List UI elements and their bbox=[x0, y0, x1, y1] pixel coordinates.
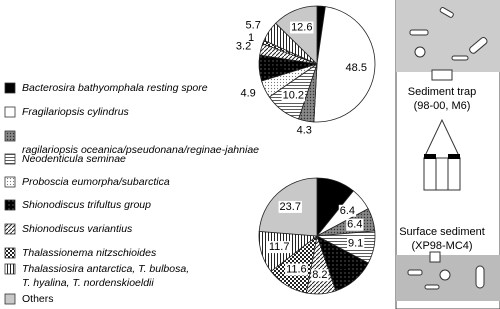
data-label: 12 bbox=[337, 260, 349, 272]
legend-label: Fragilariopsis cylindrus bbox=[22, 106, 130, 118]
data-label: 11.7 bbox=[269, 241, 290, 253]
label-bg bbox=[278, 200, 302, 213]
legend-swatch bbox=[4, 199, 16, 211]
data-label: 6.4 bbox=[347, 219, 362, 231]
legend-label: Proboscia eumorpha/subarctica bbox=[22, 176, 170, 188]
pie-slice bbox=[275, 5, 318, 65]
annotation: (98-00, M6) bbox=[414, 100, 471, 112]
legend-label: Shionodiscus trifultus group bbox=[22, 199, 151, 211]
data-label: 9.1 bbox=[348, 238, 363, 250]
label-bg bbox=[347, 237, 365, 250]
label-bg bbox=[311, 269, 329, 282]
label-bg bbox=[281, 89, 306, 102]
data-label: 6.4 bbox=[340, 205, 355, 217]
site-diagram: Sediment trap (98-00, M6) Surface sedime… bbox=[395, 0, 500, 309]
label-bg bbox=[290, 21, 314, 34]
annotation: Surface sediment bbox=[399, 226, 485, 238]
legend-label: Thalassionema nitzschioides bbox=[22, 247, 157, 259]
data-label: 11.6 bbox=[286, 264, 307, 276]
data-label: 48.5 bbox=[346, 62, 367, 74]
annotation: (XP98-MC4) bbox=[411, 240, 472, 252]
data-label: 4.3 bbox=[297, 125, 312, 137]
data-label: 4.9 bbox=[241, 88, 256, 100]
label-bg bbox=[346, 218, 364, 231]
data-label: 2.3 bbox=[314, 0, 329, 2]
legend-swatch bbox=[4, 223, 16, 235]
data-label: 8.2 bbox=[312, 269, 327, 281]
legend-label: Bacterosira bathyomphala resting spore bbox=[22, 82, 208, 94]
data-label: 3.2 bbox=[236, 41, 251, 53]
label-bg bbox=[285, 263, 308, 276]
legend-swatch bbox=[4, 153, 16, 165]
legend-label: Shionodiscus variantius bbox=[22, 223, 133, 235]
data-label: 7.2 bbox=[270, 61, 285, 73]
legend-swatch bbox=[4, 82, 16, 94]
legend-label: Others bbox=[22, 293, 54, 305]
data-label: 10.2 bbox=[283, 89, 304, 101]
label-bg bbox=[344, 61, 368, 74]
label-bg bbox=[338, 204, 357, 217]
legend-label: ragilariopsis oceanica/pseudonana/regina… bbox=[22, 144, 259, 156]
legend-swatch bbox=[4, 176, 16, 188]
annotation: Sediment trap bbox=[408, 86, 476, 98]
label-bg bbox=[267, 241, 291, 254]
data-label: 12.6 bbox=[291, 22, 312, 34]
data-label: 1 bbox=[248, 32, 254, 44]
legend-swatch bbox=[4, 263, 16, 275]
legend-swatch bbox=[4, 130, 16, 142]
legend-swatch bbox=[4, 106, 16, 118]
data-label: 23.7 bbox=[280, 201, 301, 213]
data-label: 5.7 bbox=[246, 20, 261, 32]
data-label: 10.8 bbox=[319, 193, 340, 205]
legend-label: Thalassiosira antarctica, T. bulbosa, T. … bbox=[22, 263, 189, 289]
legend-swatch bbox=[4, 293, 16, 305]
legend-label: Neodenticula seminae bbox=[22, 153, 126, 165]
legend-swatch bbox=[4, 247, 16, 259]
pie-slice bbox=[313, 6, 376, 123]
